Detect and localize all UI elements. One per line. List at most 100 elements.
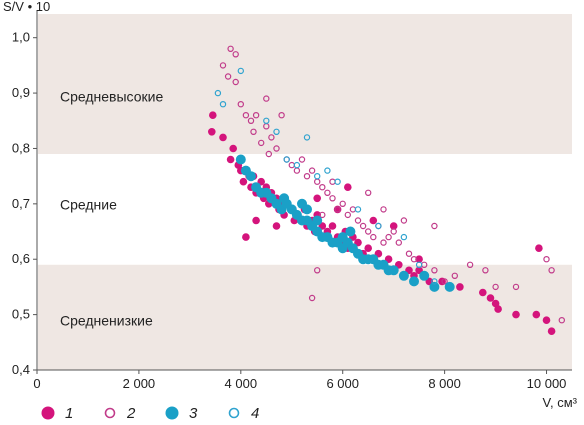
x-axis-title: V, см³	[543, 395, 578, 410]
point-s2-29	[354, 217, 362, 224]
point-s2-39	[410, 256, 418, 263]
point-s3-40	[279, 193, 290, 204]
point-s4-0	[214, 89, 222, 97]
point-s2-12	[268, 134, 275, 141]
point-s2-41	[431, 267, 438, 274]
point-s1-1	[208, 128, 216, 136]
point-s3-2	[246, 171, 256, 182]
point-s2-19	[303, 172, 311, 180]
point-s2-22	[319, 183, 326, 191]
x-tick-label-0: 0	[33, 376, 40, 391]
point-s2-42	[441, 278, 448, 285]
x-tick-label-4: 8 000	[428, 376, 461, 391]
band-label-2: Средненизкие	[60, 313, 153, 329]
point-s2-37	[395, 239, 402, 246]
point-s3-0	[235, 154, 246, 165]
point-s1-73	[415, 255, 423, 263]
point-s2-23	[324, 189, 331, 196]
point-s3-33	[419, 270, 430, 281]
point-s2-27	[344, 211, 351, 219]
point-s2-1	[219, 62, 227, 69]
point-s4-3	[263, 117, 270, 125]
legend: 1 2 3 4	[41, 405, 259, 422]
point-s4-8	[314, 172, 321, 180]
x-tick-label-3: 6 000	[326, 376, 359, 391]
point-s1-75	[344, 183, 352, 191]
point-s4-10	[334, 178, 341, 185]
point-s2-20	[308, 167, 316, 174]
legend-label-3: 3	[189, 405, 198, 422]
point-s2-45	[482, 267, 489, 274]
point-s3-37	[312, 215, 323, 226]
y-tick-label-1: 0,5	[12, 307, 30, 322]
legend-marker-4	[228, 407, 240, 419]
band-0	[38, 14, 572, 154]
point-s1-7	[239, 177, 248, 186]
point-s4-6	[293, 161, 301, 169]
y-tick-label-6: 1,0	[12, 30, 30, 45]
point-s1-69	[242, 233, 250, 241]
series-3	[235, 154, 455, 292]
point-s4-15	[431, 278, 438, 285]
point-s2-14	[278, 111, 285, 119]
point-s1-42	[364, 244, 373, 252]
point-s4-7	[303, 134, 311, 141]
y-tick-label-2: 0,6	[12, 251, 30, 266]
x-tick-label-5: 10 000	[527, 376, 567, 391]
legend-marker-2	[104, 407, 116, 419]
point-s4-2	[237, 67, 244, 75]
point-s1-72	[389, 222, 398, 230]
point-s3-35	[444, 281, 455, 292]
point-s2-0	[227, 45, 234, 53]
point-s2-26	[339, 200, 346, 207]
point-s1-0	[209, 111, 217, 119]
point-s1-58	[456, 283, 464, 291]
point-s2-11	[265, 150, 272, 158]
point-s4-9	[324, 167, 331, 174]
point-s1-59	[479, 288, 487, 297]
point-s2-43	[451, 272, 458, 279]
point-s2-6	[247, 117, 255, 125]
point-s1-68	[252, 216, 260, 225]
band-2	[38, 264, 572, 370]
point-s2-24	[329, 195, 336, 202]
point-s2-3	[232, 51, 239, 58]
point-s1-2	[219, 133, 227, 142]
point-s1-34	[328, 222, 337, 230]
point-s2-56	[431, 222, 438, 230]
point-s4-14	[415, 261, 423, 268]
legend-marker-1	[41, 406, 55, 420]
point-s1-62	[494, 305, 502, 313]
category-bands: Средневысокие Средние Средненизкие	[38, 14, 572, 370]
point-s2-4	[237, 100, 244, 108]
point-s2-30	[359, 222, 367, 230]
tick-labels: 0 2 000 4 000 6 000 8 000 10 000 0,4 0,5 0,6 0,7 0…	[12, 30, 566, 391]
point-s1-4	[229, 144, 237, 153]
point-s1-3	[226, 155, 235, 164]
point-s2-55	[400, 217, 408, 224]
point-s3-32	[409, 276, 419, 287]
point-s2-8	[252, 111, 260, 119]
point-s2-7	[250, 128, 257, 135]
x-tick-label-2: 4 000	[225, 376, 258, 391]
point-s2-2	[224, 73, 232, 80]
legend-label-2: 2	[126, 405, 136, 422]
point-s2-51	[314, 267, 321, 274]
point-s1-67	[547, 327, 556, 336]
y-tick-label-4: 0,8	[12, 140, 30, 155]
point-s2-53	[319, 211, 326, 219]
y-tick-label-5: 0,9	[12, 85, 30, 100]
point-s4-4	[273, 128, 280, 135]
y-axis-title: S/V • 10	[3, 0, 50, 14]
point-s1-70	[313, 194, 322, 203]
point-s2-36	[390, 228, 397, 235]
point-s2-25	[334, 206, 341, 213]
point-s1-76	[272, 222, 281, 230]
legend-marker-3	[165, 406, 179, 420]
point-s4-11	[354, 206, 362, 213]
point-s2-50	[558, 317, 566, 324]
point-s4-12	[375, 222, 382, 230]
point-s2-31	[365, 228, 372, 235]
point-s2-38	[405, 250, 413, 257]
